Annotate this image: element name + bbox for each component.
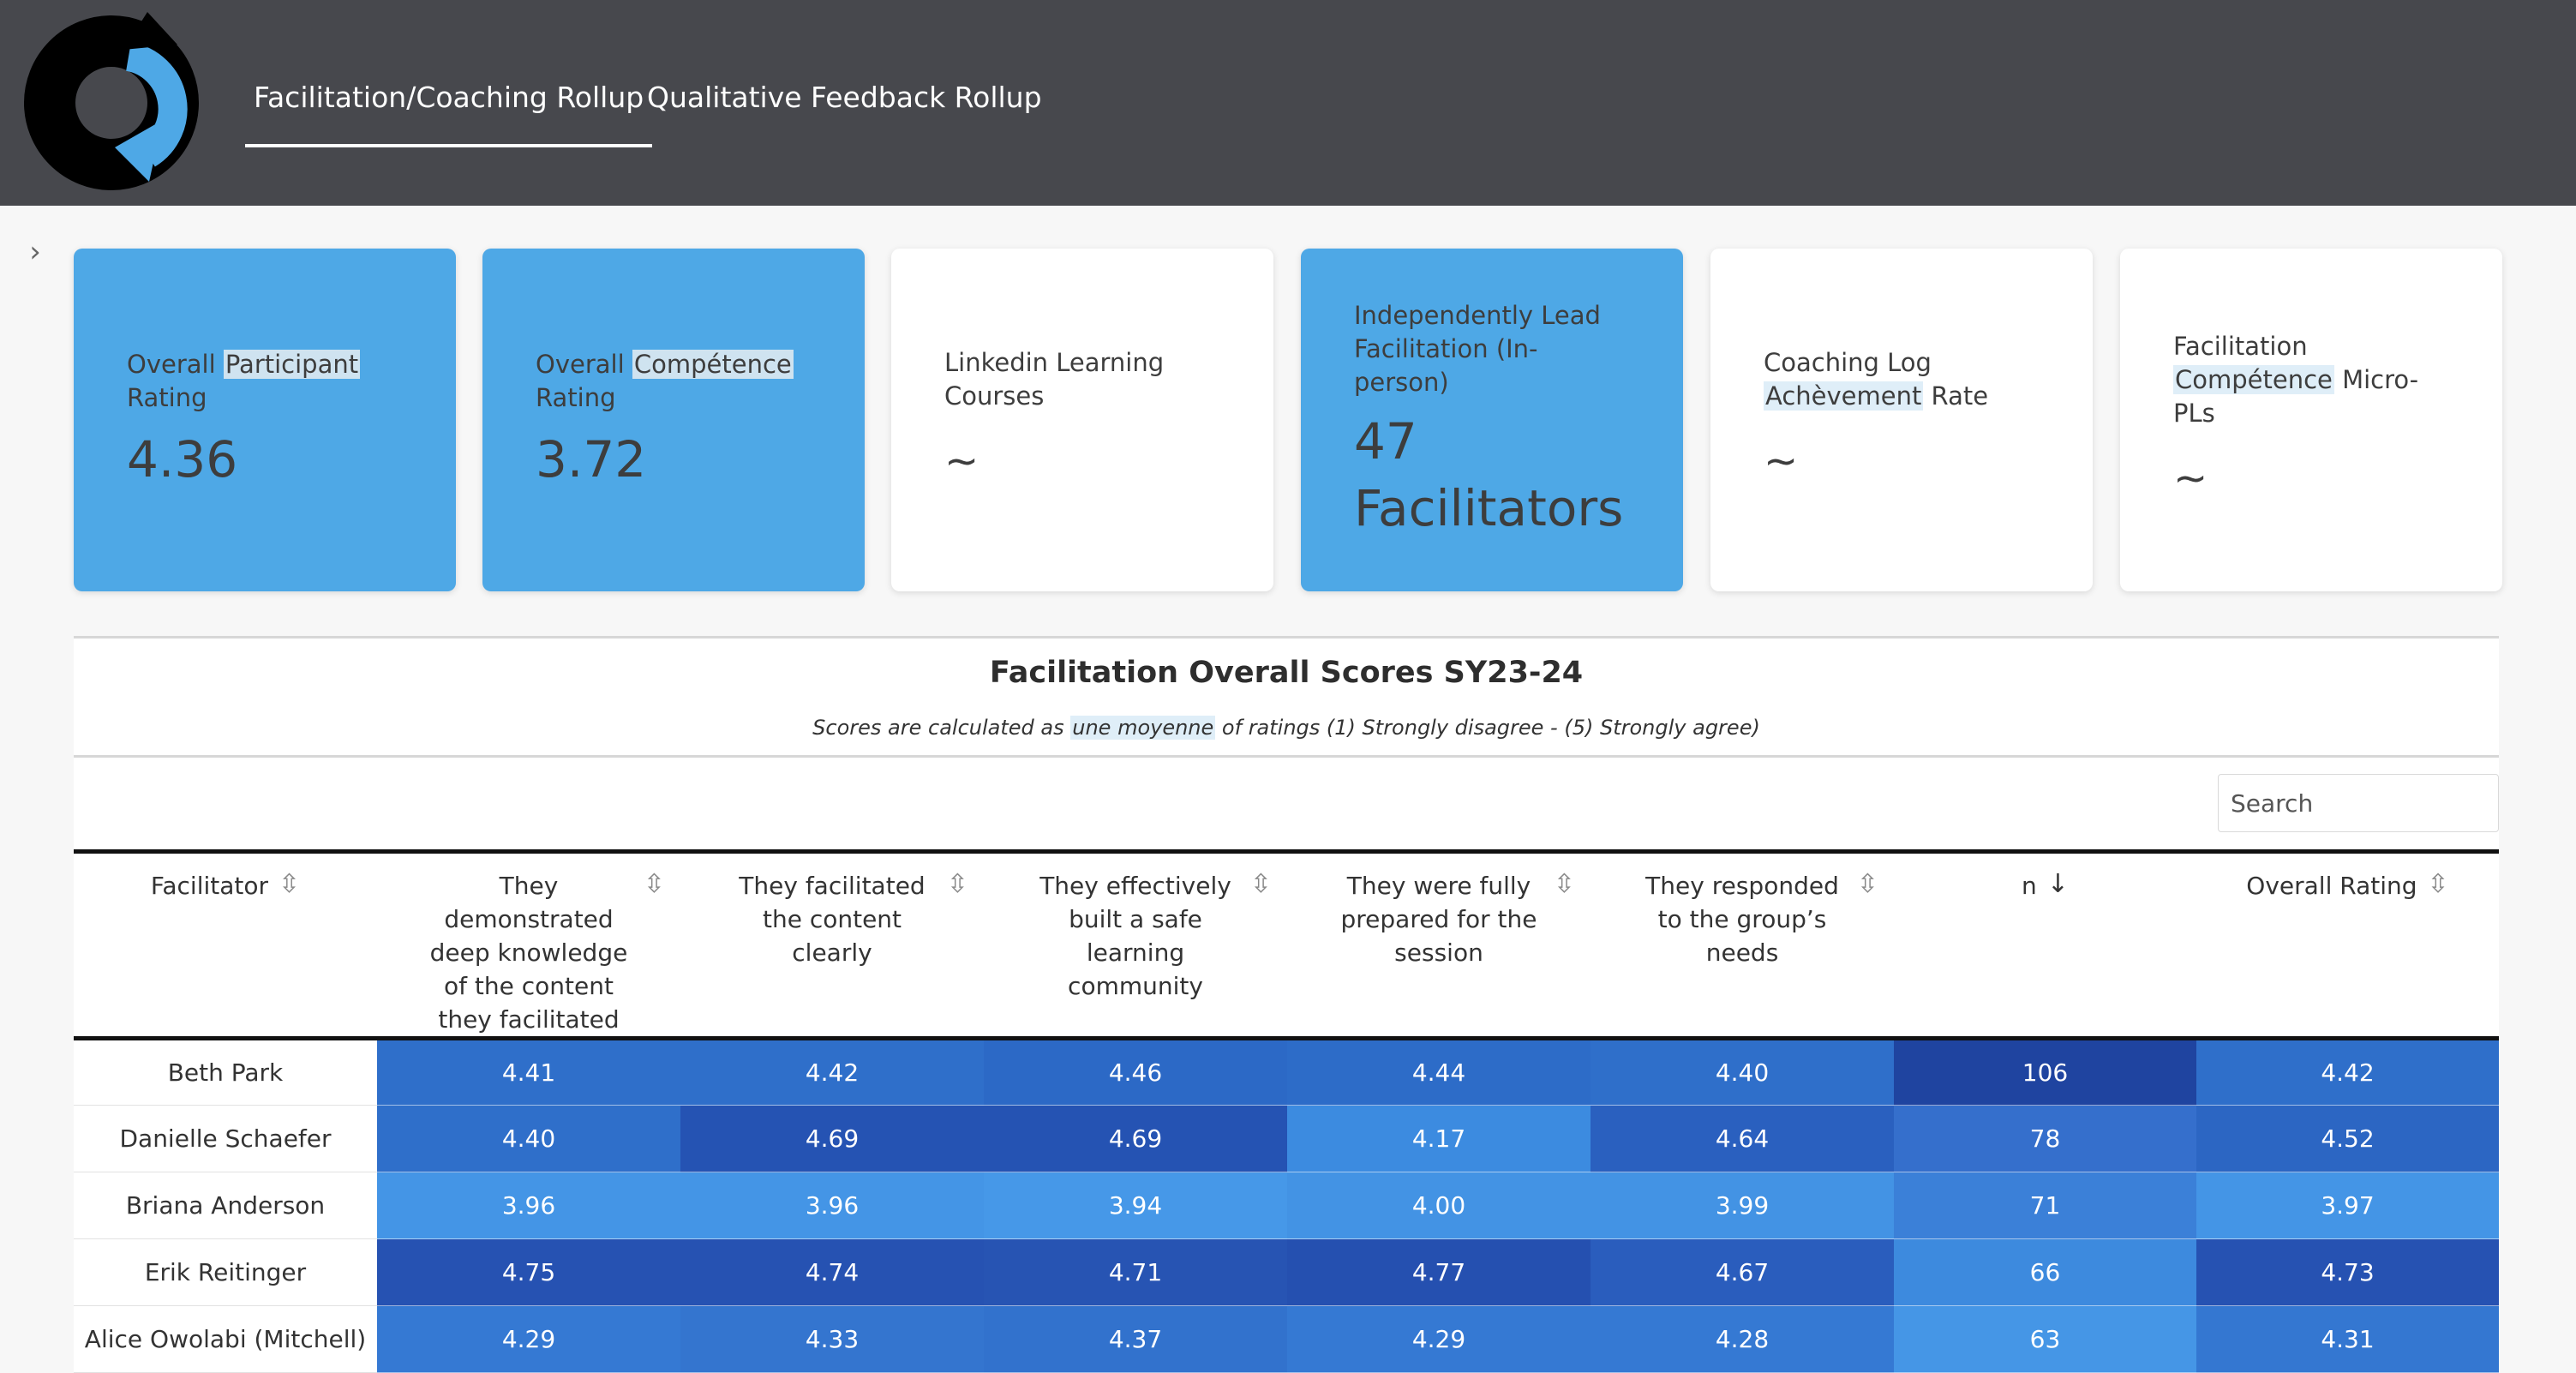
kpi-card-linkedin-learning: Linkedin Learning Courses ~ bbox=[891, 249, 1273, 591]
sort-descending-arrow-icon[interactable]: ↓ bbox=[2046, 869, 2069, 899]
score-cell: 4.41 bbox=[377, 1038, 680, 1106]
kpi-card-value: ~ bbox=[1764, 437, 1799, 485]
sort-unsorted-icon[interactable]: ⇳ bbox=[279, 869, 301, 899]
overall-rating-cell: 4.42 bbox=[2196, 1038, 2499, 1106]
table-row[interactable]: Erik Reitinger 4.75 4.74 4.71 4.77 4.67 … bbox=[74, 1238, 2499, 1306]
sort-unsorted-icon[interactable]: ⇳ bbox=[1856, 869, 1878, 899]
sort-unsorted-icon[interactable]: ⇳ bbox=[946, 869, 968, 899]
column-header-n[interactable]: n ↓ bbox=[1894, 849, 2196, 1040]
kpi-card-title: Coaching Log Achèvement Rate bbox=[1764, 348, 1989, 411]
score-cell: 4.37 bbox=[984, 1305, 1287, 1373]
score-cell: 4.77 bbox=[1287, 1238, 1591, 1306]
kpi-card-value: 3.72 bbox=[536, 430, 647, 489]
column-header-overall-rating[interactable]: Overall Rating ⇳ bbox=[2196, 849, 2499, 1040]
column-header-label: They demonstrated deep knowledge of the … bbox=[429, 872, 628, 1034]
sort-unsorted-icon[interactable]: ⇳ bbox=[643, 869, 665, 899]
kpi-card-title: Overall Compétence Rating bbox=[536, 350, 794, 412]
table-row[interactable]: Beth Park 4.41 4.42 4.46 4.44 4.40 106 4… bbox=[74, 1038, 2499, 1106]
score-cell: 4.75 bbox=[377, 1238, 680, 1306]
overall-rating-cell: 3.97 bbox=[2196, 1172, 2499, 1239]
column-header-safe-community[interactable]: They effectively built a safe learning c… bbox=[984, 849, 1287, 1040]
sort-unsorted-icon[interactable]: ⇳ bbox=[1553, 869, 1575, 899]
overall-rating-cell: 4.73 bbox=[2196, 1238, 2499, 1306]
section-subtitle: Scores are calculated as une moyenne of … bbox=[812, 716, 1760, 740]
column-header-label: They facilitated the content clearly bbox=[739, 872, 926, 967]
score-cell: 4.71 bbox=[984, 1238, 1287, 1306]
column-header-label: Overall Rating bbox=[2246, 872, 2417, 900]
column-header-facilitator[interactable]: Facilitator ⇳ bbox=[74, 849, 377, 1040]
score-cell: 4.28 bbox=[1591, 1305, 1894, 1373]
count-cell: 106 bbox=[1894, 1038, 2196, 1106]
overall-rating-cell: 4.31 bbox=[2196, 1305, 2499, 1373]
overall-rating-cell: 4.52 bbox=[2196, 1105, 2499, 1172]
facilitator-name-cell: Beth Park bbox=[74, 1038, 377, 1106]
table-row[interactable]: Briana Anderson 3.96 3.96 3.94 4.00 3.99… bbox=[74, 1172, 2499, 1239]
scores-table: Facilitator ⇳ They demonstrated deep know… bbox=[74, 849, 2499, 1373]
tab-facilitation-coaching-rollup[interactable]: Facilitation/Coaching Rollup bbox=[244, 75, 653, 147]
score-cell: 4.40 bbox=[377, 1105, 680, 1172]
kpi-card-independent-facilitation: Independently Lead Facilitation (In-pers… bbox=[1301, 249, 1683, 591]
count-cell: 71 bbox=[1894, 1172, 2196, 1239]
column-header-label: They were fully prepared for the session bbox=[1340, 872, 1537, 967]
column-header-label: They responded to the group’s needs bbox=[1645, 872, 1839, 967]
column-header-label: They effectively built a safe learning c… bbox=[1039, 872, 1231, 1000]
table-header-row: Facilitator ⇳ They demonstrated deep know… bbox=[74, 849, 2499, 1040]
sort-unsorted-icon[interactable]: ⇳ bbox=[2427, 869, 2449, 899]
column-header-group-needs[interactable]: They responded to the group’s needs ⇳ bbox=[1591, 849, 1894, 1040]
score-cell: 4.40 bbox=[1591, 1038, 1894, 1106]
kpi-card-title: Facilitation Compétence Micro-PLs bbox=[2173, 331, 2419, 428]
kpi-card-coaching-log: Coaching Log Achèvement Rate ~ bbox=[1710, 249, 2093, 591]
kpi-card-value: ~ bbox=[944, 437, 979, 485]
kpi-card-title: Overall Participant Rating bbox=[127, 350, 361, 412]
table-row[interactable]: Danielle Schaefer 4.40 4.69 4.69 4.17 4.… bbox=[74, 1105, 2499, 1172]
kpi-card-competence-rating: Overall Compétence Rating 3.72 bbox=[482, 249, 865, 591]
facilitator-name-cell: Briana Anderson bbox=[74, 1172, 377, 1239]
score-cell: 4.74 bbox=[680, 1238, 984, 1306]
score-cell: 4.67 bbox=[1591, 1238, 1894, 1306]
kpi-card-competence-micro-pls: Facilitation Compétence Micro-PLs ~ bbox=[2120, 249, 2502, 591]
score-cell: 3.96 bbox=[377, 1172, 680, 1239]
count-cell: 63 bbox=[1894, 1305, 2196, 1373]
score-cell: 3.94 bbox=[984, 1172, 1287, 1239]
score-cell: 4.44 bbox=[1287, 1038, 1591, 1106]
refresh-cycle-logo-icon[interactable] bbox=[19, 10, 207, 194]
score-cell: 4.29 bbox=[377, 1305, 680, 1373]
top-nav-bar: Facilitation/Coaching Rollup Qualitative… bbox=[0, 0, 2576, 206]
column-header-deep-knowledge[interactable]: They demonstrated deep knowledge of the … bbox=[377, 849, 680, 1040]
search-input[interactable] bbox=[2218, 774, 2499, 832]
score-cell: 4.69 bbox=[984, 1105, 1287, 1172]
column-header-facilitated-clearly[interactable]: They facilitated the content clearly ⇳ bbox=[680, 849, 984, 1040]
score-cell: 4.33 bbox=[680, 1305, 984, 1373]
count-cell: 66 bbox=[1894, 1238, 2196, 1306]
score-cell: 3.99 bbox=[1591, 1172, 1894, 1239]
section-divider bbox=[74, 755, 2499, 758]
facilitator-name-cell: Alice Owolabi (Mitchell) bbox=[74, 1305, 377, 1373]
column-header-label: Facilitator bbox=[150, 872, 269, 900]
tab-qualitative-feedback-rollup[interactable]: Qualitative Feedback Rollup bbox=[647, 81, 1042, 114]
facilitator-name-cell: Danielle Schaefer bbox=[74, 1105, 377, 1172]
kpi-card-value: ~ bbox=[2173, 453, 2208, 502]
table-row[interactable]: Alice Owolabi (Mitchell) 4.29 4.33 4.37 … bbox=[74, 1305, 2499, 1373]
section-title: Facilitation Overall Scores SY23-24 bbox=[989, 656, 1584, 690]
column-header-label: n bbox=[2022, 872, 2037, 900]
kpi-card-title: Independently Lead Facilitation (In-pers… bbox=[1354, 300, 1601, 397]
facilitator-name-cell: Erik Reitinger bbox=[74, 1238, 377, 1306]
kpi-card-value: 4.36 bbox=[127, 430, 238, 489]
score-cell: 4.17 bbox=[1287, 1105, 1591, 1172]
count-cell: 78 bbox=[1894, 1105, 2196, 1172]
score-cell: 4.69 bbox=[680, 1105, 984, 1172]
score-cell: 3.96 bbox=[680, 1172, 984, 1239]
column-header-fully-prepared[interactable]: They were fully prepared for the session… bbox=[1287, 849, 1591, 1040]
chevron-right-icon[interactable]: › bbox=[29, 235, 41, 269]
kpi-card-value: 47 Facilitators bbox=[1354, 411, 1624, 537]
scores-section: Facilitation Overall Scores SY23-24 Scor… bbox=[74, 636, 2499, 1373]
score-cell: 4.29 bbox=[1287, 1305, 1591, 1373]
kpi-card-participant-rating: Overall Participant Rating 4.36 bbox=[74, 249, 456, 591]
kpi-card-title: Linkedin Learning Courses bbox=[944, 348, 1165, 411]
score-cell: 4.46 bbox=[984, 1038, 1287, 1106]
score-cell: 4.42 bbox=[680, 1038, 984, 1106]
sort-unsorted-icon[interactable]: ⇳ bbox=[1249, 869, 1272, 899]
score-cell: 4.00 bbox=[1287, 1172, 1591, 1239]
score-cell: 4.64 bbox=[1591, 1105, 1894, 1172]
